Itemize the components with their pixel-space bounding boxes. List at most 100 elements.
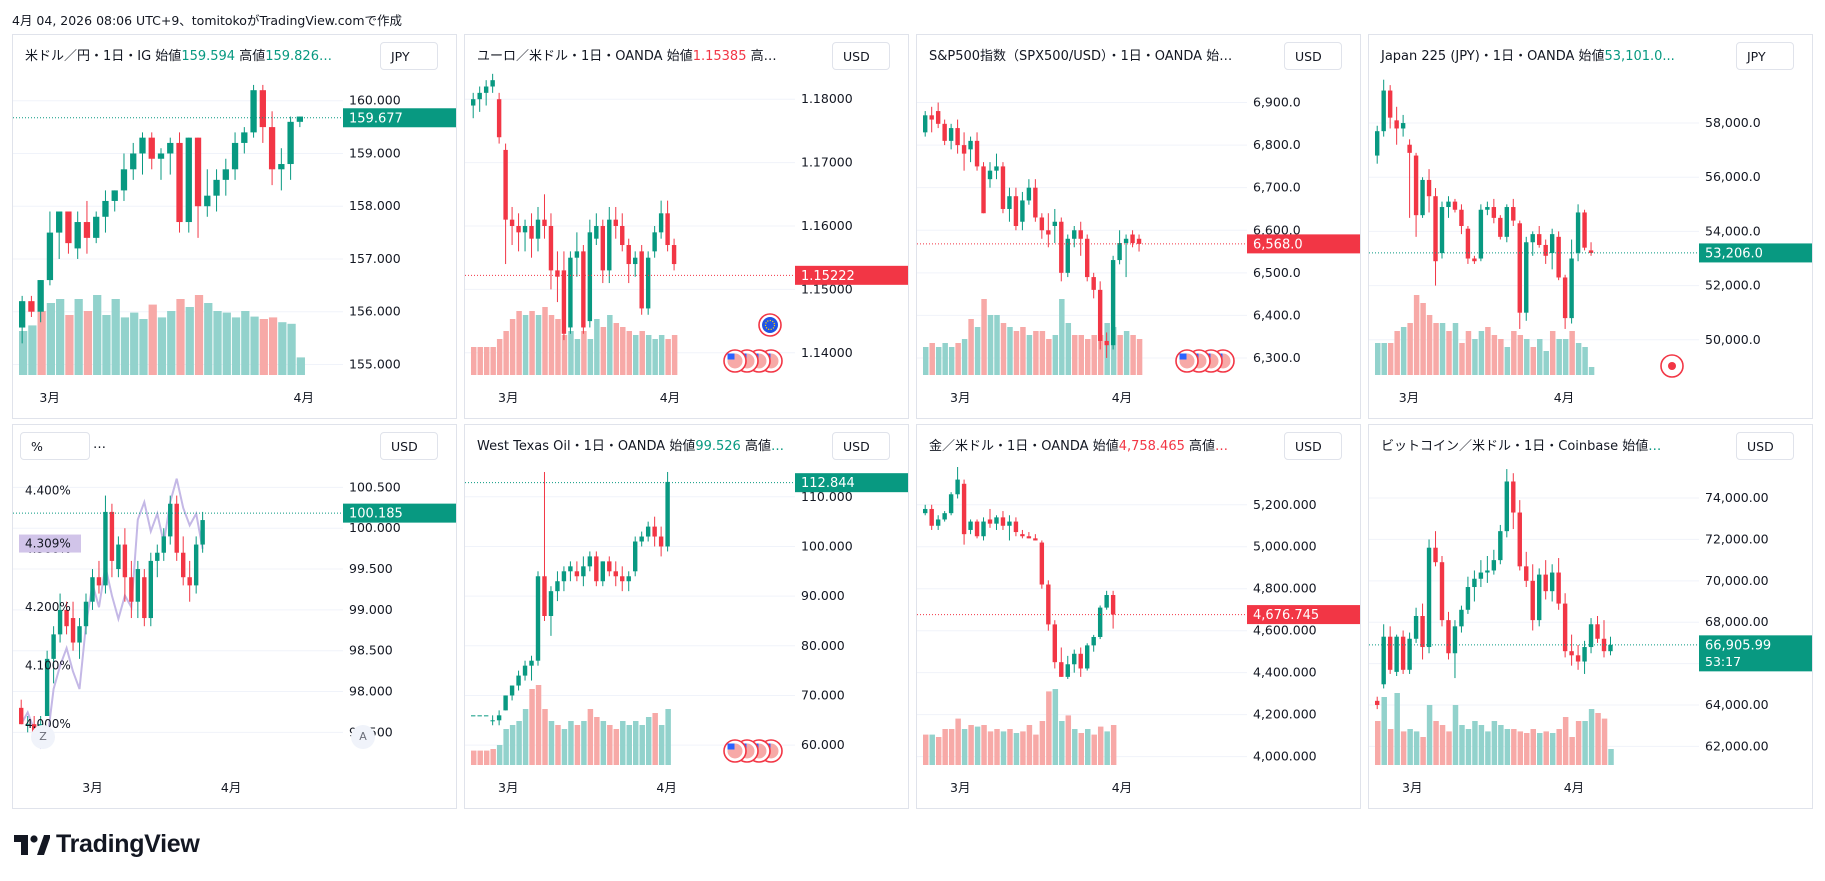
volume-bar bbox=[639, 331, 645, 375]
candle bbox=[652, 232, 657, 252]
candle bbox=[535, 219, 541, 239]
candle bbox=[1046, 230, 1051, 235]
candle bbox=[57, 609, 63, 635]
volume-bar bbox=[259, 319, 268, 375]
volume-bar bbox=[56, 299, 65, 375]
candle bbox=[639, 536, 644, 542]
volume-bar bbox=[923, 347, 929, 375]
last-price-badge bbox=[1699, 635, 1812, 672]
us-event-icon[interactable] bbox=[1175, 349, 1199, 373]
event-marker-icon[interactable] bbox=[1660, 354, 1684, 378]
last-price-badge bbox=[343, 108, 456, 128]
candle bbox=[1556, 236, 1561, 278]
chart-svg-us10y: 100.500100.00099.50099.00098.50098.00097… bbox=[13, 478, 456, 795]
chart-panel-btcusd[interactable]: 74,000.00 72,000.00 70,000.00 68,000.00 64,0… bbox=[1368, 424, 1813, 809]
auto-scale-button[interactable]: A bbox=[351, 725, 375, 749]
volume-bar bbox=[1517, 335, 1524, 375]
volume-bar bbox=[542, 307, 548, 375]
volume-bar bbox=[1375, 721, 1381, 765]
volume-bar bbox=[1020, 731, 1026, 765]
chart-svg-wti: 110.000 100.000 90.000 80.000 70.000 60.000 11… bbox=[465, 471, 908, 795]
candle bbox=[1059, 221, 1064, 273]
candle bbox=[1472, 578, 1477, 588]
candle bbox=[1394, 636, 1399, 672]
currency-selector[interactable]: USD bbox=[1284, 42, 1342, 70]
volume-bar bbox=[65, 315, 74, 375]
candle bbox=[1472, 258, 1477, 262]
chart-panel-spx[interactable]: 6,900.0 6,800.0 6,700.0 6,600.0 6,500.0 6,400… bbox=[916, 34, 1361, 419]
us-event-icon[interactable] bbox=[723, 739, 747, 763]
chart-symbol-label: Japan 225 (JPY)・1日・OANDA 始値 bbox=[1381, 49, 1605, 64]
us-event-icon[interactable] bbox=[723, 349, 747, 373]
candle bbox=[1065, 238, 1070, 273]
volume-bar bbox=[1123, 331, 1130, 375]
open-value: 4,758.465 bbox=[1118, 439, 1185, 454]
currency-selector[interactable]: USD bbox=[380, 432, 438, 460]
candle bbox=[1511, 481, 1516, 513]
candle bbox=[1582, 647, 1587, 662]
candle bbox=[1556, 572, 1561, 604]
more-options-icon[interactable]: … bbox=[93, 437, 106, 452]
last-price-badge bbox=[795, 265, 908, 285]
candle bbox=[1562, 277, 1568, 319]
candle bbox=[1491, 560, 1497, 571]
volume-bar bbox=[1459, 343, 1465, 375]
volume-bar bbox=[1072, 335, 1078, 375]
chart-panel-usdjpy[interactable]: 160.000 159.000 158.000 157.000 156.000 155.0… bbox=[12, 34, 457, 419]
candle bbox=[1013, 196, 1019, 226]
volume-bar bbox=[130, 312, 139, 375]
last-price-badge bbox=[795, 473, 908, 493]
currency-selector[interactable]: USD bbox=[832, 42, 890, 70]
candle bbox=[645, 257, 651, 309]
volume-bar bbox=[471, 347, 477, 375]
candle bbox=[496, 715, 502, 721]
currency-selector[interactable]: USD bbox=[1284, 432, 1342, 460]
last-price-value: 100.185 bbox=[349, 507, 403, 522]
volume-bar bbox=[948, 347, 955, 375]
chart-panel-eurusd[interactable]: 1.18000 1.17000 1.16000 1.15000 1.14000 1.152… bbox=[464, 34, 909, 419]
chart-panel-wti[interactable]: 110.000 100.000 90.000 80.000 70.000 60.000 11… bbox=[464, 424, 909, 809]
candle bbox=[120, 169, 128, 191]
candle bbox=[167, 142, 174, 154]
volume-bar bbox=[1097, 726, 1104, 765]
volume-bar bbox=[1059, 299, 1065, 375]
candle bbox=[1588, 624, 1594, 648]
candle bbox=[109, 511, 115, 561]
candle bbox=[1517, 512, 1522, 567]
candle bbox=[1033, 538, 1038, 541]
last-price-value: 112.844 bbox=[801, 476, 855, 491]
chart-panel-xauusd[interactable]: 5,200.000 5,000.000 4,800.000 4,600.000 4,40… bbox=[916, 424, 1361, 809]
volume-bar bbox=[1472, 339, 1478, 375]
time-axis-label: 3月 bbox=[498, 780, 518, 795]
candle bbox=[46, 232, 54, 281]
chart-svg-eurusd: 1.18000 1.17000 1.16000 1.15000 1.14000 1.152… bbox=[465, 73, 908, 405]
candle bbox=[1562, 603, 1568, 652]
candle bbox=[994, 517, 999, 524]
volume-bar bbox=[633, 335, 639, 375]
eu-event-icon[interactable] bbox=[758, 313, 782, 337]
volume-bar bbox=[568, 721, 574, 765]
percent-scale-button[interactable]: % bbox=[20, 432, 90, 460]
volume-bar bbox=[961, 729, 968, 765]
candle bbox=[522, 665, 528, 676]
chart-panel-us10y[interactable]: 100.500100.00099.50099.00098.50098.00097… bbox=[12, 424, 457, 809]
volume-bar bbox=[1562, 717, 1569, 765]
time-axis-label: 4月 bbox=[1554, 390, 1574, 405]
candle bbox=[483, 86, 489, 93]
chart-panel-jp225[interactable]: 58,000.0 56,000.0 54,000.0 52,000.0 50,000.0… bbox=[1368, 34, 1813, 419]
volume-bar bbox=[37, 311, 46, 375]
currency-selector[interactable]: USD bbox=[1736, 432, 1794, 460]
candle bbox=[122, 544, 128, 578]
volume-bar bbox=[555, 725, 561, 765]
volume-bar bbox=[1104, 731, 1110, 765]
currency-selector[interactable]: JPY bbox=[380, 42, 438, 70]
volume-bar bbox=[620, 327, 626, 375]
volume-bar bbox=[1588, 709, 1595, 765]
candle bbox=[1601, 638, 1607, 652]
candle bbox=[1387, 636, 1393, 670]
zoom-button[interactable]: Z bbox=[31, 725, 55, 749]
currency-selector[interactable]: USD bbox=[832, 432, 890, 460]
candle bbox=[1485, 570, 1490, 573]
tradingview-logo[interactable]: TradingView bbox=[14, 830, 200, 859]
currency-selector[interactable]: JPY bbox=[1736, 42, 1794, 70]
